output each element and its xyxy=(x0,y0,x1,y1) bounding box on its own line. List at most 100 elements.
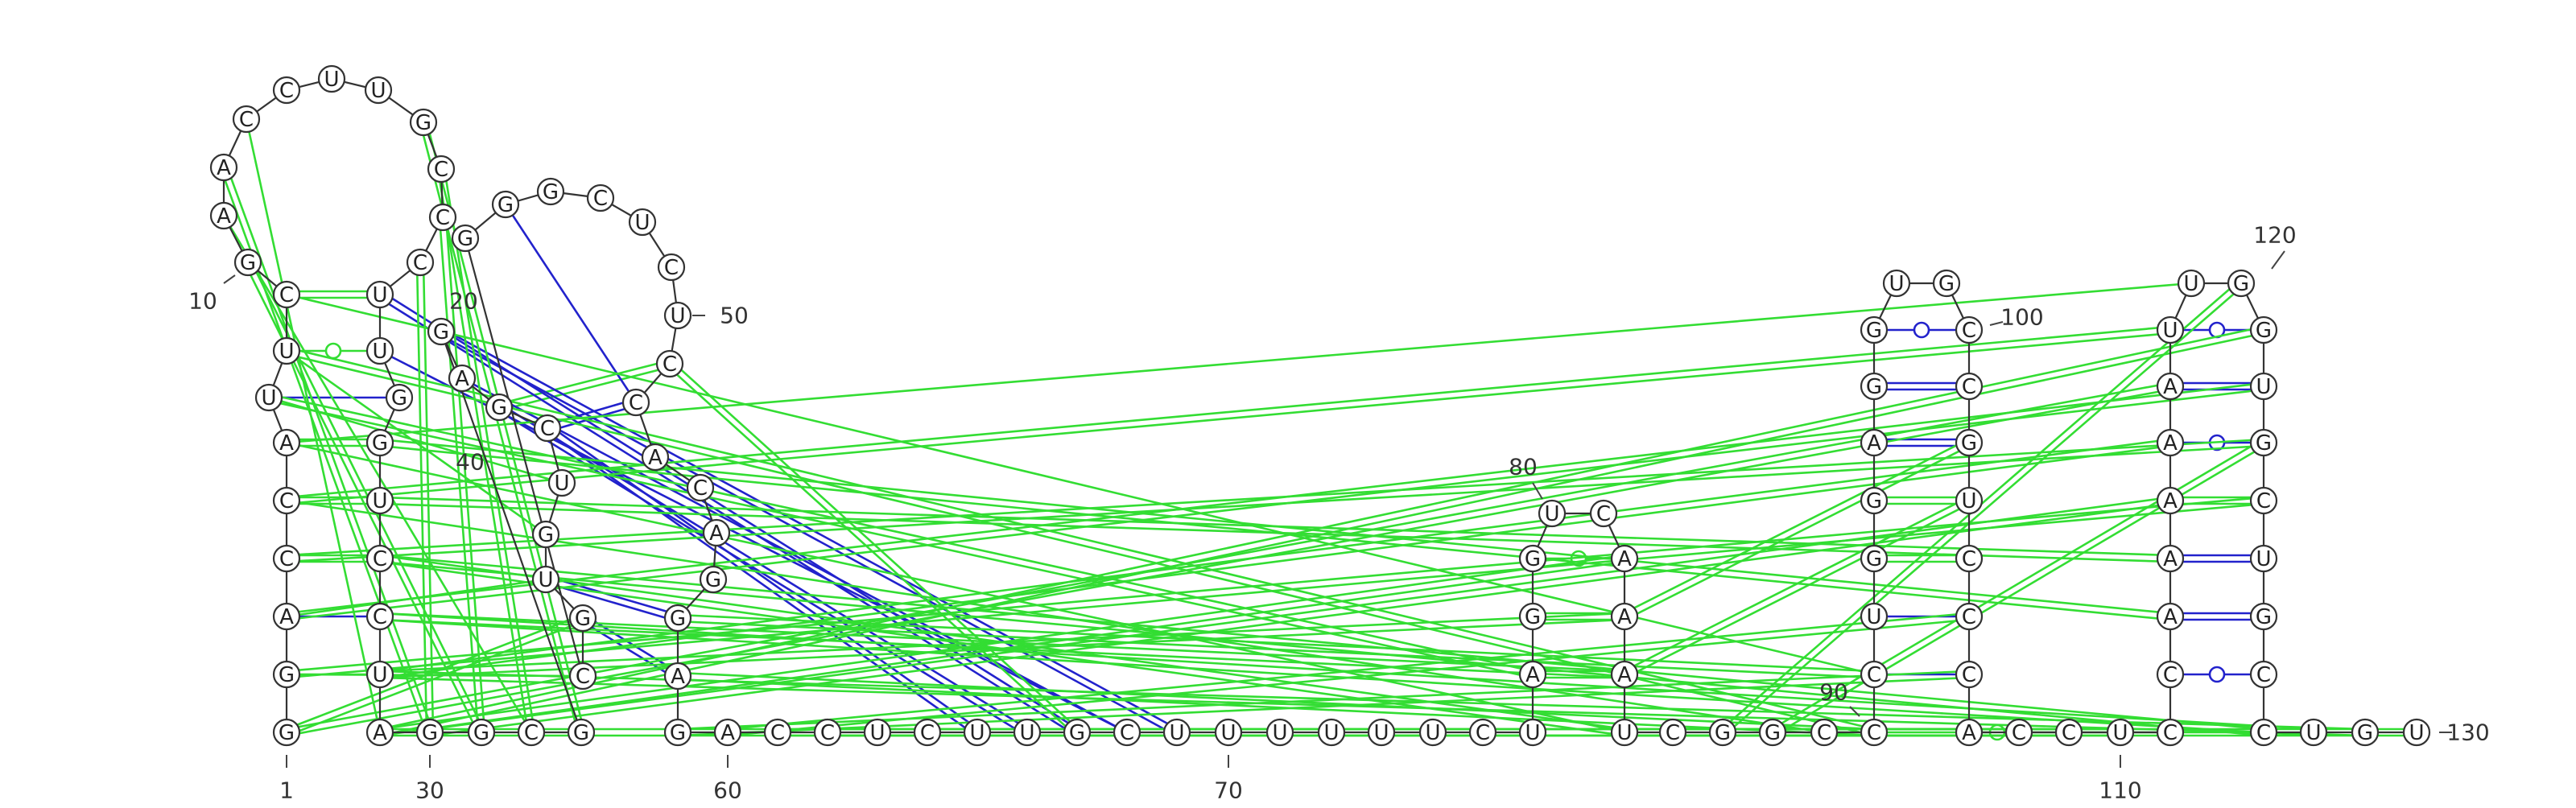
nucleotide-119-base: G xyxy=(2233,272,2249,296)
nucleotide-26-base: C xyxy=(373,547,387,571)
nucleotide-35-base: A xyxy=(455,367,469,391)
nucleotide-66: G xyxy=(1064,719,1090,745)
nucleotide-13-base: C xyxy=(239,108,254,132)
nucleotide-4: C xyxy=(274,546,299,571)
nucleotide-58-base: G xyxy=(670,721,686,745)
nucleotide-53: C xyxy=(687,475,713,501)
nucleotide-125: G xyxy=(2251,604,2277,629)
nucleotide-127: C xyxy=(2251,719,2277,745)
nucleotide-39: G xyxy=(533,521,559,547)
nucleotide-39-base: G xyxy=(538,523,554,547)
nucleotide-123-base: C xyxy=(2256,489,2271,513)
nucleotide-76: A xyxy=(1520,662,1546,687)
nucleotide-30: G xyxy=(417,719,443,745)
nucleotide-10-base: G xyxy=(240,251,256,275)
nucleotide-111: C xyxy=(2157,662,2183,687)
interaction-13-29 xyxy=(246,119,380,732)
nucleotide-79-base: U xyxy=(1544,502,1559,526)
position-label-50: 50 xyxy=(720,303,749,329)
nucleotide-2-base: G xyxy=(279,663,295,687)
nucleotide-3: A xyxy=(274,604,299,629)
nucleotide-3-base: A xyxy=(279,605,294,629)
nucleotide-55-base: G xyxy=(705,568,721,592)
nucleotide-4-base: C xyxy=(279,547,294,571)
nucleotide-52: A xyxy=(642,444,668,470)
position-label-10: 10 xyxy=(188,288,217,315)
nucleotide-47: U xyxy=(630,209,655,235)
nucleotide-24-base: G xyxy=(372,431,388,456)
nucleotide-57-base: A xyxy=(671,665,685,689)
nucleotide-99: C xyxy=(1956,317,1982,343)
nucleotide-1-base: G xyxy=(279,721,295,745)
nucleotide-56-base: G xyxy=(670,607,686,631)
nucleotide-129: G xyxy=(2352,719,2378,745)
nucleotide-27-base: C xyxy=(373,605,387,629)
nucleotide-31-base: G xyxy=(473,721,489,745)
nucleotide-22: U xyxy=(367,338,393,364)
nucleotide-107-base: C xyxy=(2012,721,2026,745)
nucleotide-100-base: C xyxy=(1962,375,1976,399)
nucleotide-29-base: A xyxy=(373,721,387,745)
nucleotide-37: C xyxy=(535,415,560,441)
nucleotide-54-base: A xyxy=(709,521,724,546)
nucleotide-14-base: C xyxy=(279,79,294,103)
nucleotide-60: C xyxy=(765,719,791,745)
position-tick-80 xyxy=(1533,483,1542,499)
nucleotide-103-base: C xyxy=(1962,547,1976,571)
nucleotide-2: G xyxy=(274,662,299,687)
nucleotide-53-base: C xyxy=(693,476,708,501)
nucleotide-12-base: A xyxy=(217,156,231,180)
nucleotide-54: A xyxy=(704,520,729,546)
nucleotide-48: C xyxy=(658,254,684,280)
nucleotide-44-base: G xyxy=(497,193,514,217)
nucleotide-61-base: C xyxy=(820,721,835,745)
nucleotide-20-base: C xyxy=(413,251,427,275)
nucleotide-64: U xyxy=(964,719,990,745)
nucleotide-40-base: U xyxy=(538,568,553,592)
nucleotide-56: G xyxy=(665,605,691,631)
nucleotide-96-base: G xyxy=(1866,319,1882,343)
nucleotide-46: C xyxy=(588,185,613,211)
nucleotide-110: C xyxy=(2157,719,2183,745)
interaction-83-102 xyxy=(1626,504,1971,678)
nucleotide-7-base: U xyxy=(261,386,276,410)
nucleotide-26: C xyxy=(367,546,393,571)
nucleotide-33: G xyxy=(568,719,594,745)
nucleotide-52-base: A xyxy=(648,446,663,470)
nucleotide-91-base: U xyxy=(1866,605,1881,629)
nucleotide-61: C xyxy=(815,719,840,745)
nucleotide-77-base: G xyxy=(1525,605,1541,629)
nucleotide-42-base: C xyxy=(576,665,590,689)
nucleotide-70: U xyxy=(1267,719,1293,745)
nucleotide-66-base: G xyxy=(1069,721,1085,745)
nucleotide-89: C xyxy=(1861,719,1887,745)
nucleotide-80-base: C xyxy=(1596,502,1611,526)
nucleotide-113: A xyxy=(2157,546,2183,571)
nucleotide-85: C xyxy=(1660,719,1686,745)
nucleotide-21: U xyxy=(367,282,393,307)
nucleotide-43: G xyxy=(452,225,478,251)
interaction-82-101 xyxy=(1626,446,1971,620)
nucleotide-22-base: U xyxy=(372,340,387,364)
position-label-40: 40 xyxy=(456,449,485,476)
nucleotide-71: U xyxy=(1319,719,1344,745)
nucleotide-11-base: A xyxy=(217,204,231,229)
nucleotide-116: A xyxy=(2157,373,2183,399)
nucleotide-99-base: C xyxy=(1962,319,1976,343)
nucleotide-43-base: G xyxy=(457,227,473,251)
nucleotide-130-base: U xyxy=(2409,721,2424,745)
nucleotide-32: C xyxy=(518,719,544,745)
nucleotide-98: G xyxy=(1934,270,1959,296)
nucleotide-71-base: U xyxy=(1323,721,1339,745)
nucleotide-41-base: G xyxy=(575,607,591,631)
nucleotide-18: C xyxy=(428,156,454,182)
nucleotide-114: A xyxy=(2157,488,2183,513)
nucleotide-31: G xyxy=(469,719,494,745)
nucleotide-82-base: A xyxy=(1617,605,1632,629)
nucleotide-97: U xyxy=(1884,270,1909,296)
nucleotide-89-base: C xyxy=(1867,721,1881,745)
nucleotide-60-base: C xyxy=(770,721,785,745)
nucleotide-25-base: U xyxy=(372,489,387,513)
nucleotide-96: G xyxy=(1861,317,1887,343)
nucleotide-84-base: U xyxy=(1616,721,1632,745)
